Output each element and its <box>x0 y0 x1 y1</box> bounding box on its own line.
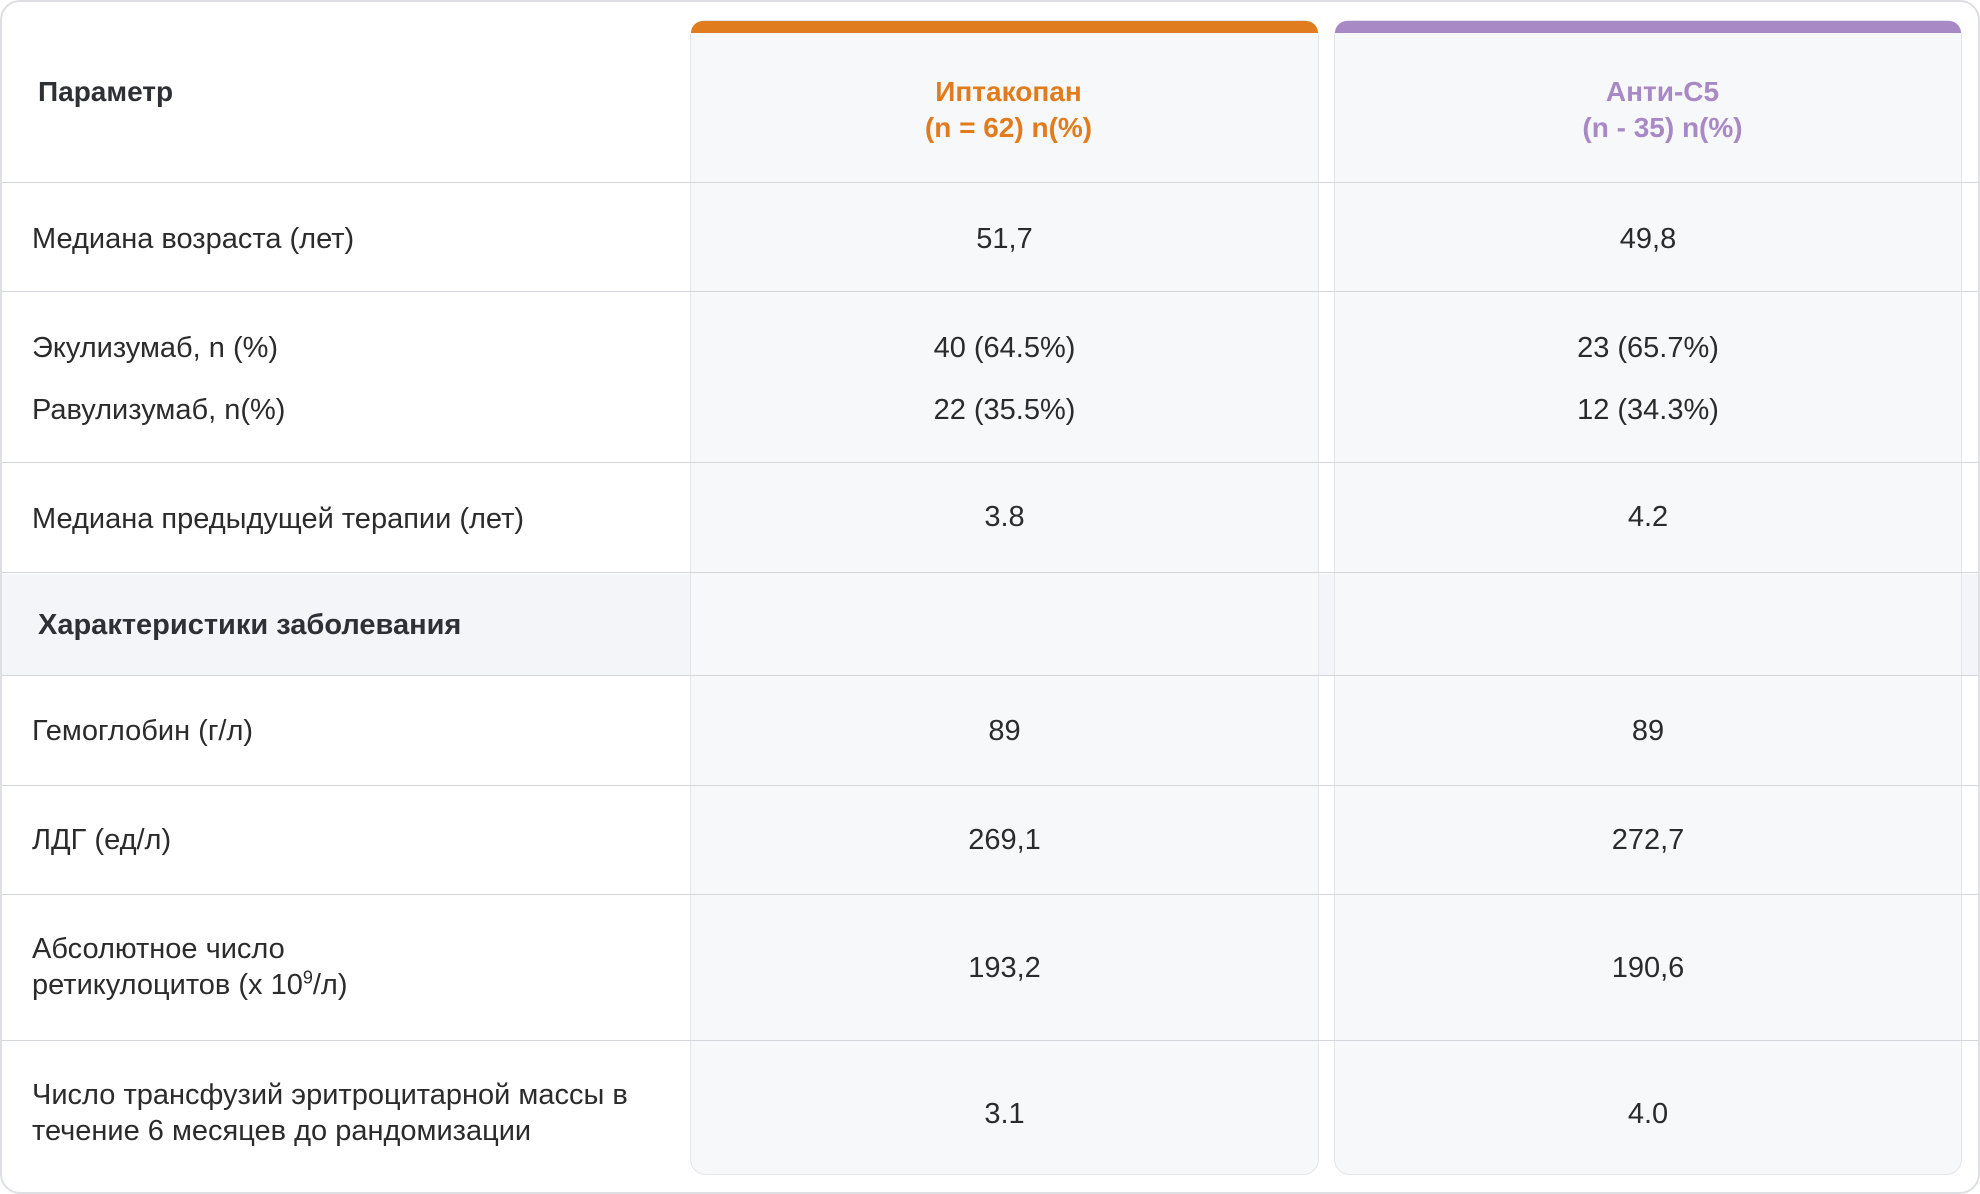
value-iptakopan: 193,2 <box>968 952 1041 984</box>
value-antic5: 4.0 <box>1627 1098 1669 1130</box>
header-antic5-n: (n - 35) n(%) <box>1582 111 1743 143</box>
header-iptakopan-n: (n = 62) n(%) <box>924 111 1093 143</box>
param-reticulocytes-line1: Абсолютное число <box>32 933 285 965</box>
value-iptakopan: 51,7 <box>976 223 1033 255</box>
value-iptakopan: 22 (35.5%) <box>933 394 1076 426</box>
param-ldh: ЛДГ (ед/л) <box>32 824 172 856</box>
param-eculizumab: Экулизумаб, n (%) <box>32 332 279 364</box>
value-antic5: 89 <box>1631 715 1665 747</box>
value-iptakopan: 3.1 <box>984 1098 1025 1130</box>
param-hemoglobin: Гемоглобин (г/л) <box>32 715 254 747</box>
param-median-age: Медиана возраста (лет) <box>32 223 355 255</box>
param-reticulocytes: Абсолютное число ретикулоцитов (х 109/л) <box>32 931 672 1003</box>
value-antic5: 190,6 <box>1611 952 1685 984</box>
param-reticulocytes-exponent: 9 <box>302 967 313 988</box>
value-iptakopan: 269,1 <box>968 824 1041 856</box>
header-iptakopan-name: Иптакопан <box>935 75 1082 107</box>
header-antic5: Анти-С5 (n - 35) n(%) <box>1334 72 1978 147</box>
antic5-color-bar <box>1335 21 1961 33</box>
value-antic5: 272,7 <box>1611 824 1685 856</box>
column-iptakopan-panel <box>690 20 1319 1175</box>
value-antic5: 4.2 <box>1627 501 1669 533</box>
row-divider <box>2 572 1978 573</box>
row-divider <box>2 291 1978 292</box>
row-divider <box>2 894 1978 895</box>
row-divider <box>2 182 1978 183</box>
param-median-prior-therapy: Медиана предыдущей терапии (лет) <box>32 503 525 535</box>
row-divider <box>2 462 1978 463</box>
column-antic5-panel <box>1334 20 1962 1175</box>
value-antic5: 49,8 <box>1619 223 1677 255</box>
row-divider <box>2 785 1978 786</box>
header-antic5-name: Анти-С5 <box>1605 75 1720 107</box>
value-antic5: 23 (65.7%) <box>1577 332 1719 364</box>
value-iptakopan: 3.8 <box>984 501 1025 533</box>
param-transfusions: Число трансфузий эритроцитарной массы в … <box>32 1079 628 1147</box>
param-ravulizumab: Равулизумаб, n(%) <box>32 394 286 426</box>
section-title: Характеристики заболевания <box>38 608 462 641</box>
param-reticulocytes-line2-post: /л) <box>312 969 348 1001</box>
value-iptakopan: 89 <box>988 715 1021 747</box>
header-parameter: Параметр <box>38 76 174 107</box>
iptakopan-color-bar <box>691 21 1318 33</box>
row-divider <box>2 675 1978 676</box>
row-divider <box>2 1040 1978 1041</box>
value-antic5: 12 (34.3%) <box>1577 394 1719 426</box>
param-reticulocytes-line2: ретикулоцитов (х 109/л) <box>32 967 662 1003</box>
header-iptakopan: Иптакопан (n = 62) n(%) <box>690 72 1327 147</box>
param-reticulocytes-line2-pre: ретикулоцитов (х 10 <box>32 969 303 1001</box>
value-iptakopan: 40 (64.5%) <box>933 332 1076 364</box>
